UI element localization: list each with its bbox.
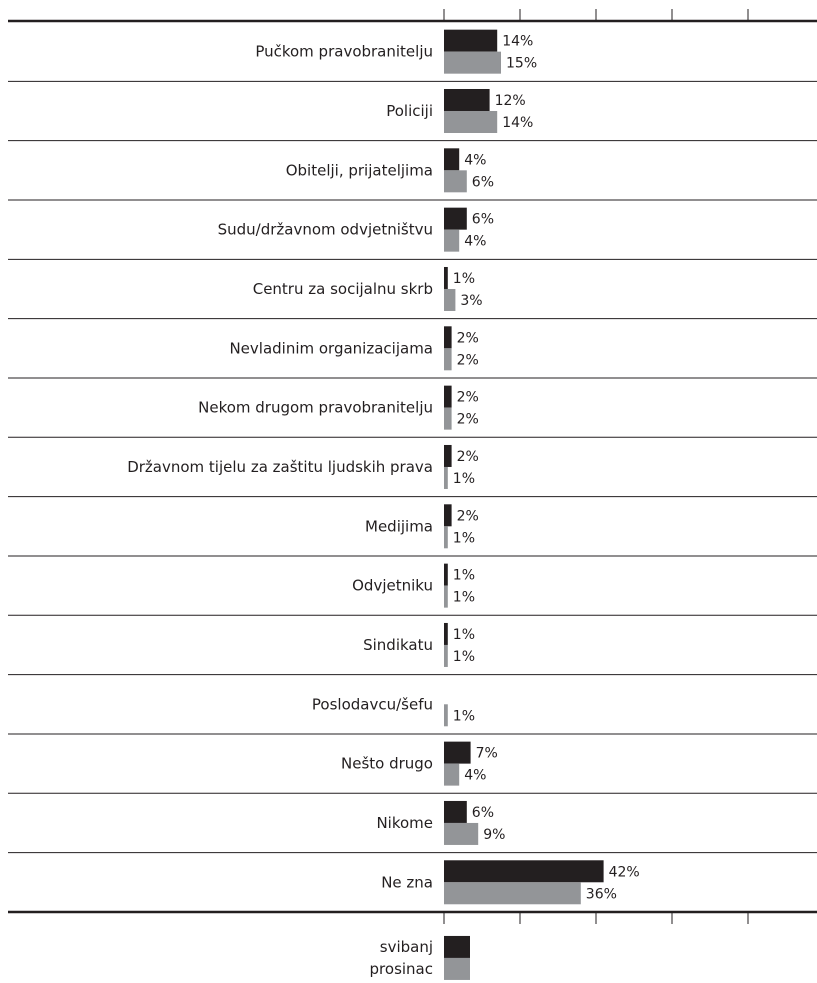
bar-svibanj	[444, 622, 448, 645]
bar-prosinac	[444, 110, 498, 133]
category-label: Odvjetniku	[352, 577, 433, 595]
value-label-prosinac: 2%	[457, 412, 479, 428]
bar-prosinac	[444, 585, 448, 608]
value-label-prosinac: 1%	[453, 708, 475, 724]
bar-svibanj	[444, 207, 467, 230]
value-label-svibanj: 7%	[476, 746, 498, 762]
bar-svibanj	[444, 88, 490, 111]
category-label: Nikome	[376, 814, 433, 832]
legend: svibanj prosinac	[370, 935, 470, 980]
bar-svibanj	[444, 326, 452, 349]
value-label-svibanj: 2%	[457, 449, 479, 465]
value-label-prosinac: 2%	[457, 352, 479, 368]
category-label: Nekom drugom pravobranitelju	[198, 399, 433, 417]
bar-svibanj	[444, 504, 452, 527]
value-label-prosinac: 14%	[502, 115, 533, 131]
value-label-prosinac: 1%	[453, 590, 475, 606]
value-label-svibanj: 12%	[495, 93, 526, 109]
value-label-prosinac: 15%	[506, 56, 537, 72]
value-label-svibanj: 42%	[609, 864, 640, 880]
value-label-prosinac: 3%	[460, 293, 482, 309]
bar-prosinac	[444, 170, 467, 193]
legend-label-prosinac: prosinac	[370, 960, 433, 978]
bar-prosinac	[444, 526, 448, 549]
bar-prosinac	[444, 229, 460, 252]
bar-prosinac	[444, 288, 456, 311]
value-label-svibanj: 1%	[453, 271, 475, 287]
bar-prosinac	[444, 822, 479, 845]
category-label: Sindikatu	[363, 636, 433, 654]
bar-prosinac	[444, 882, 581, 905]
value-label-svibanj: 2%	[457, 508, 479, 524]
bar-svibanj	[444, 385, 452, 408]
labels-layer: Pučkom pravobranitelju 14% 15% Policiji 12% 1…	[127, 34, 640, 903]
bar-prosinac	[444, 763, 460, 786]
bar-svibanj	[444, 444, 452, 467]
bar-svibanj	[444, 148, 460, 171]
bar-prosinac	[444, 644, 448, 667]
value-label-prosinac: 1%	[453, 471, 475, 487]
value-label-svibanj: 2%	[457, 330, 479, 346]
legend-swatch-prosinac	[444, 957, 470, 980]
chart-frame	[8, 9, 817, 924]
bar-prosinac	[444, 51, 501, 74]
value-label-prosinac: 4%	[464, 234, 486, 250]
category-label: Pučkom pravobranitelju	[255, 43, 433, 61]
value-label-prosinac: 4%	[464, 768, 486, 784]
bar-svibanj	[444, 860, 604, 883]
value-label-prosinac: 1%	[453, 530, 475, 546]
category-label: Medijima	[365, 517, 433, 535]
category-label: Ne zna	[381, 873, 433, 891]
bar-prosinac	[444, 466, 448, 489]
category-label: Nešto drugo	[341, 755, 433, 773]
value-label-svibanj: 6%	[472, 805, 494, 821]
category-label: Državnom tijelu za zaštitu ljudskih prav…	[127, 458, 433, 476]
category-label: Centru za socijalnu skrb	[253, 280, 433, 298]
bar-svibanj	[444, 741, 471, 764]
value-label-prosinac: 36%	[586, 886, 617, 902]
bar-prosinac	[444, 348, 452, 371]
value-label-svibanj: 4%	[464, 152, 486, 168]
value-label-prosinac: 6%	[472, 174, 494, 190]
bar-prosinac	[444, 704, 448, 727]
category-label: Policiji	[386, 102, 433, 120]
bar-svibanj	[444, 563, 448, 586]
legend-swatch-svibanj	[444, 935, 470, 958]
value-label-svibanj: 2%	[457, 390, 479, 406]
category-label: Nevladinim organizacijama	[229, 339, 433, 357]
category-label: Poslodavcu/šefu	[312, 695, 433, 713]
value-label-svibanj: 6%	[472, 212, 494, 228]
bars-layer	[444, 29, 604, 905]
value-label-svibanj: 14%	[502, 34, 533, 50]
legend-label-svibanj: svibanj	[380, 938, 433, 956]
value-label-prosinac: 1%	[453, 649, 475, 665]
value-label-svibanj: 1%	[453, 568, 475, 584]
category-label: Sudu/državnom odvjetništvu	[218, 221, 433, 239]
category-label: Obitelji, prijateljima	[286, 161, 433, 179]
value-label-prosinac: 9%	[483, 827, 505, 843]
bar-prosinac	[444, 407, 452, 430]
bar-svibanj	[444, 800, 467, 823]
value-label-svibanj: 1%	[453, 627, 475, 643]
bar-svibanj	[444, 29, 498, 52]
bar-svibanj	[444, 266, 448, 289]
